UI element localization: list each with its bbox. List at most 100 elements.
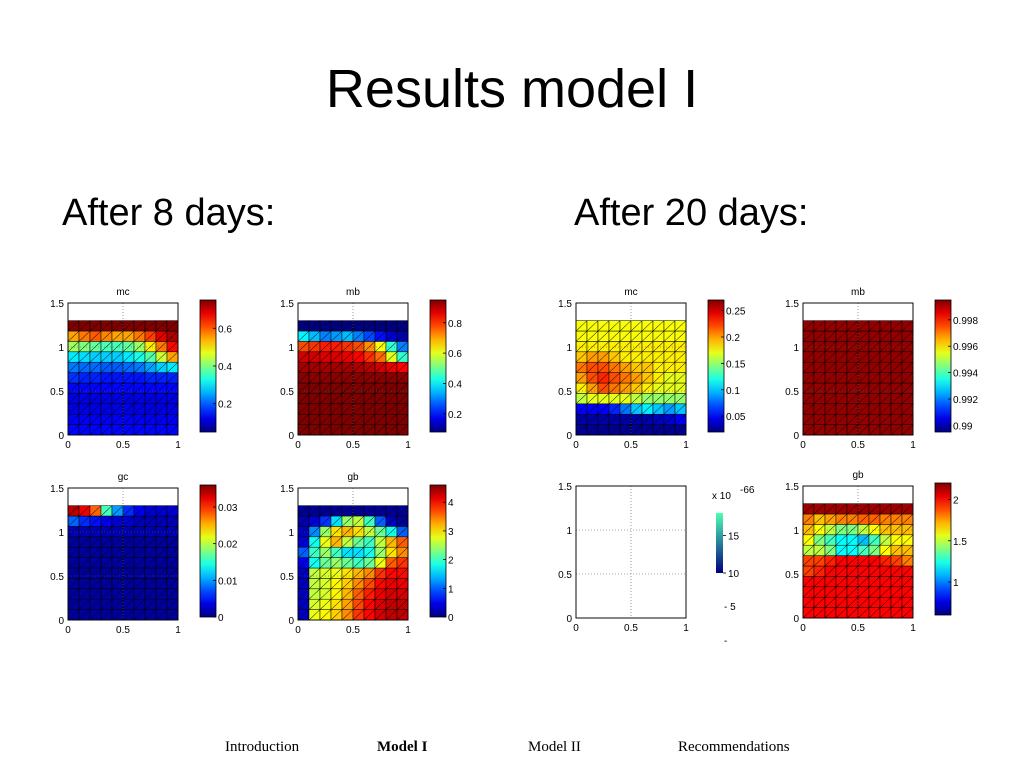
mesh-cell (857, 503, 870, 515)
x-tick-label: 0.5 (851, 440, 865, 451)
colorbar-tick-label: 0.8 (448, 319, 462, 330)
colorbar (707, 299, 725, 433)
colorbar-tick-label: 0.4 (448, 379, 462, 390)
colorbar-tick-label: 0.4 (218, 362, 232, 373)
colorbar-tick-label: 0.15 (726, 359, 746, 370)
mesh-cell (100, 505, 113, 517)
mesh-cell (111, 505, 124, 517)
x-tick-label: 0 (295, 440, 301, 451)
plot-title: mb (346, 287, 360, 298)
plot-border (67, 487, 179, 621)
y-tick-label: 1.5 (785, 299, 799, 310)
y-tick-label: 1.5 (50, 484, 64, 495)
plot-gc-8-days: gc 0 0.5 1 0 0.5 1 1.5 0 0.01 0.02 0.03 (20, 465, 260, 645)
mesh-cell (597, 320, 610, 332)
nav-recommendations[interactable]: Recommendations (678, 739, 790, 755)
mesh-cell (100, 320, 113, 332)
mesh-cell (144, 505, 157, 517)
mesh-cell (813, 320, 826, 332)
nav-introduction[interactable]: Introduction (225, 739, 300, 755)
colorbar (429, 484, 447, 618)
mesh-cell (663, 320, 676, 332)
mesh-cell (824, 503, 837, 515)
y-tick-label: 1.5 (785, 482, 799, 493)
heading-after-8-days: After 8 days: (62, 192, 276, 234)
colorbar (199, 484, 217, 618)
colorbar-tick-label: 10 (728, 569, 740, 580)
colorbar-tick-label: 0 (218, 613, 224, 624)
y-tick-label: 1 (58, 343, 64, 354)
mesh-cell (385, 320, 398, 332)
colorbar-tick-label: 0.998 (953, 316, 978, 327)
mesh-cell (155, 320, 168, 332)
mesh-cell (308, 320, 321, 332)
mesh-cell (879, 320, 892, 332)
mesh-cell (122, 320, 135, 332)
y-tick-label: 0.5 (785, 387, 799, 398)
x-tick-label: 1 (910, 623, 916, 634)
colorbar-tick-label: 0.2 (726, 333, 740, 344)
colorbar-tick-label: - 5 (724, 602, 736, 613)
mesh-cell (341, 505, 354, 517)
mesh-cell (122, 505, 135, 517)
mesh-cell (868, 503, 881, 515)
colorbar-tick-label: 0.996 (953, 342, 978, 353)
plot-mb-20-days: mb 0 0.5 1 0 0.5 1 1.5 0.99 0.992 0.994 0.996 0.998 (755, 280, 995, 460)
y-tick-label: 1 (566, 343, 572, 354)
y-tick-label: 1.5 (280, 484, 294, 495)
x-tick-label: 0 (65, 440, 71, 451)
mesh-cell (385, 505, 398, 517)
plot-mb-8-days: mb 0 0.5 1 0 0.5 1 1.5 0.2 0.4 0.6 0.8 (250, 280, 490, 460)
x-tick-label: 0.5 (624, 623, 638, 634)
colorbar-tick-label: 15 (728, 532, 740, 543)
colorbar-tick-label: 0.02 (218, 540, 238, 551)
colorbar-tick-label: 0.992 (953, 395, 978, 406)
y-tick-label: 0 (288, 431, 294, 442)
nav-model-ii[interactable]: Model II (528, 739, 581, 755)
mesh-cell (641, 320, 654, 332)
y-tick-label: 0 (288, 616, 294, 627)
colorbar-tick-label: 0.994 (953, 369, 978, 380)
nav-model-i[interactable]: Model I (377, 739, 428, 755)
colorbar-tick-label: 1 (448, 584, 454, 595)
colorbar (934, 299, 952, 433)
y-tick-label: 1.5 (558, 482, 572, 493)
mesh-cell (374, 320, 387, 332)
plot-border (67, 302, 179, 436)
colorbar (429, 299, 447, 433)
y-tick-label: 1 (566, 526, 572, 537)
mesh-cell (652, 320, 665, 332)
mesh-cell (835, 320, 848, 332)
y-tick-label: 1.5 (558, 299, 572, 310)
mesh-cell (330, 320, 343, 332)
x-tick-label: 0.5 (624, 440, 638, 451)
colorbar-tick-label: 1.5 (953, 537, 967, 548)
mesh-cell (901, 503, 914, 515)
y-tick-label: 0.5 (280, 387, 294, 398)
x-tick-label: 0 (800, 623, 806, 634)
colorbar-exponent: -66 (740, 485, 755, 496)
mesh-cell (846, 320, 859, 332)
mesh-cell (363, 505, 376, 517)
mesh-cell (868, 320, 881, 332)
mesh-cell (835, 503, 848, 515)
mesh-cell (111, 320, 124, 332)
plot-title: gc (118, 472, 129, 483)
mesh-cell (396, 505, 409, 517)
colorbar-tick-label: 1 (953, 578, 959, 589)
y-tick-label: 1.5 (280, 299, 294, 310)
mesh-cell (352, 505, 365, 517)
mesh-cell (166, 320, 179, 332)
mesh-cell (78, 320, 91, 332)
x-tick-label: 0 (800, 440, 806, 451)
colorbar-tick-label: 0.6 (448, 349, 462, 360)
mesh-cell (308, 505, 321, 517)
y-tick-label: 0 (793, 431, 799, 442)
mesh-cell (857, 320, 870, 332)
plot-title: gb (852, 470, 864, 481)
x-tick-label: 1 (405, 440, 411, 451)
x-tick-label: 1 (683, 440, 689, 451)
colorbar-tick-label: 0.2 (218, 400, 232, 411)
mesh-cell (363, 320, 376, 332)
colorbar-dash: - (724, 636, 727, 647)
